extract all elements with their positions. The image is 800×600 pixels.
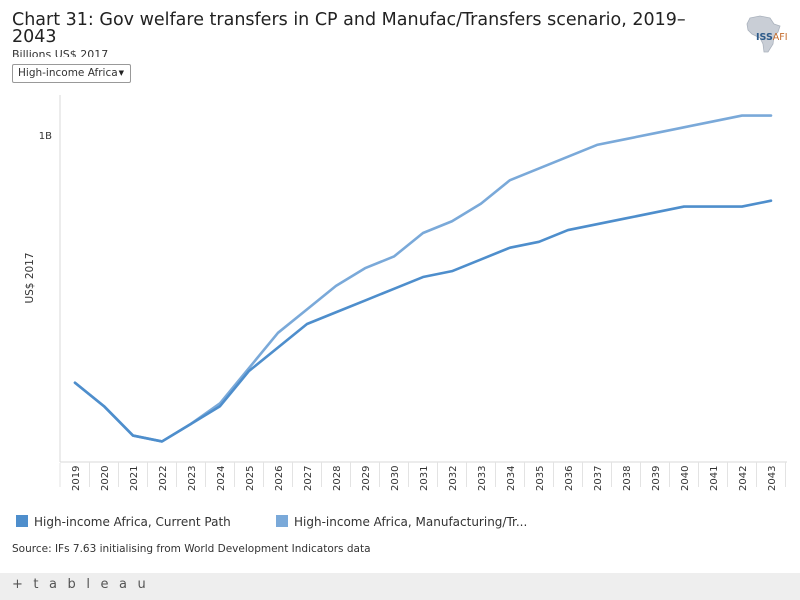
series-line-manufacturing — [73, 114, 773, 443]
x-tick-label: 2036 — [564, 466, 575, 491]
chart-title: Chart 31: Gov welfare transfers in CP an… — [12, 10, 686, 47]
tableau-logo[interactable]: + t a b l e a u — [12, 577, 149, 592]
x-tick-label: 2028 — [332, 466, 343, 491]
chart-subtitle: Billions US$ 2017 — [12, 48, 109, 57]
x-tick-label: 2043 — [767, 466, 778, 491]
legend-label-current-path: High-income Africa, Current Path — [34, 515, 231, 529]
x-tick-label: 2039 — [651, 466, 662, 491]
x-tick-label: 2022 — [158, 466, 169, 491]
x-tick-label: 2029 — [361, 466, 372, 491]
x-tick-label: 2020 — [100, 466, 111, 491]
x-tick-label: 2021 — [129, 466, 140, 491]
x-tick-label: 2030 — [390, 466, 401, 491]
x-tick-label: 2037 — [593, 466, 604, 491]
chevron-down-icon: ▼ — [118, 69, 124, 77]
source-note: Source: IFs 7.63 initialising from World… — [12, 543, 371, 555]
series-line-current-path — [73, 199, 773, 443]
x-tick-label: 2035 — [535, 466, 546, 491]
series-lines — [73, 114, 773, 443]
x-tick-label: 2025 — [245, 466, 256, 491]
legend-swatch-manufacturing — [276, 515, 288, 527]
region-filter-value: High-income Africa — [18, 67, 118, 79]
region-filter-dropdown[interactable]: High-income Africa ▼ — [12, 64, 131, 83]
logo-primary: ISS — [756, 32, 773, 43]
y-axis-labels: 1B US$ 2017 — [24, 131, 52, 303]
x-tick-label: 2024 — [216, 466, 227, 491]
x-tick-label: 2019 — [71, 466, 82, 491]
x-tick-label: 2040 — [680, 466, 691, 491]
x-tick-label: 2042 — [738, 466, 749, 491]
x-tick-label: 2038 — [622, 466, 633, 491]
tableau-footer: + t a b l e a u — [0, 573, 800, 600]
legend-label-manufacturing: High-income Africa, Manufacturing/Tr... — [294, 515, 528, 529]
x-tick-label: 2034 — [506, 466, 517, 491]
x-tick-label: 2031 — [419, 466, 430, 491]
y-axis-title: US$ 2017 — [24, 252, 36, 303]
x-tick-label: 2027 — [303, 466, 314, 491]
y-tick-label: 1B — [39, 131, 52, 142]
chart-axes — [59, 95, 787, 463]
iss-logo-text: ISSAFI — [756, 32, 788, 43]
africa-map-logo-icon — [746, 15, 781, 53]
x-tick-label: 2032 — [448, 466, 459, 491]
x-tick-label: 2026 — [274, 466, 285, 491]
x-axis-labels: 2019 2020 2021 2022 2023 2024 2025 2026 2027 2028… — [59, 462, 786, 491]
x-tick-label: 2041 — [709, 466, 720, 491]
x-tick-label: 2033 — [477, 466, 488, 491]
x-tick-label: 2023 — [187, 466, 198, 491]
logo-secondary: AFI — [772, 32, 788, 43]
legend-swatch-current-path — [16, 515, 28, 527]
